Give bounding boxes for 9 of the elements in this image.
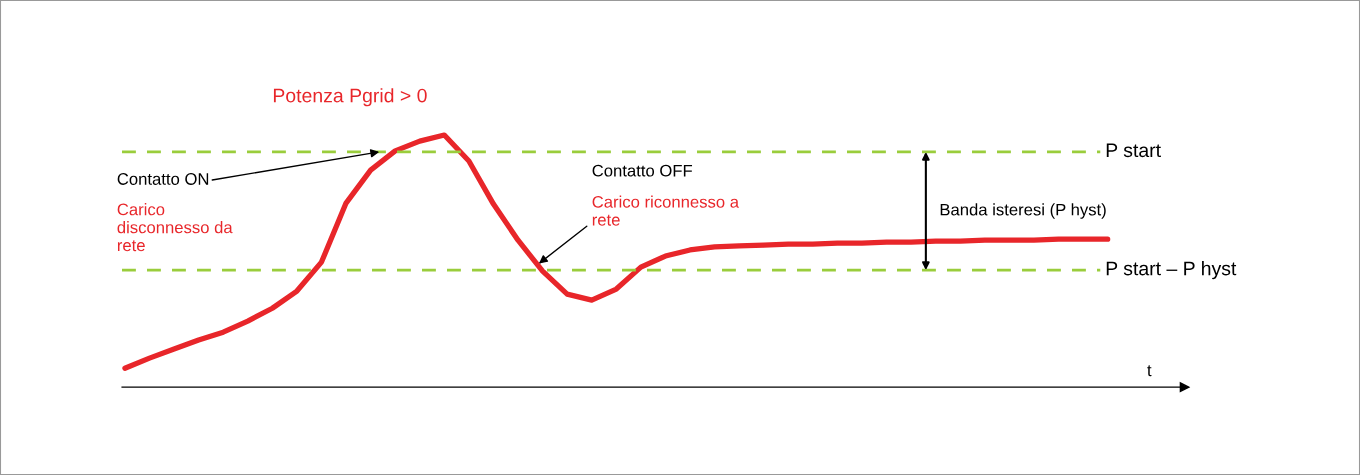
annotation: Carico riconnesso a rete xyxy=(592,195,740,226)
annotation: Contatto OFF xyxy=(592,164,693,177)
annotation: Banda isteresi (P hyst) xyxy=(940,203,1106,219)
ref-line-label: P start – P hyst xyxy=(1106,261,1237,280)
x-axis-title: t xyxy=(1147,365,1152,377)
annotation: Contatto ON xyxy=(117,173,209,185)
ref-line-label: P start xyxy=(1106,143,1161,158)
chart-title: Potenza Pgrid > 0 xyxy=(273,88,427,107)
annotation: Carico disconnesso da rete xyxy=(117,203,233,252)
